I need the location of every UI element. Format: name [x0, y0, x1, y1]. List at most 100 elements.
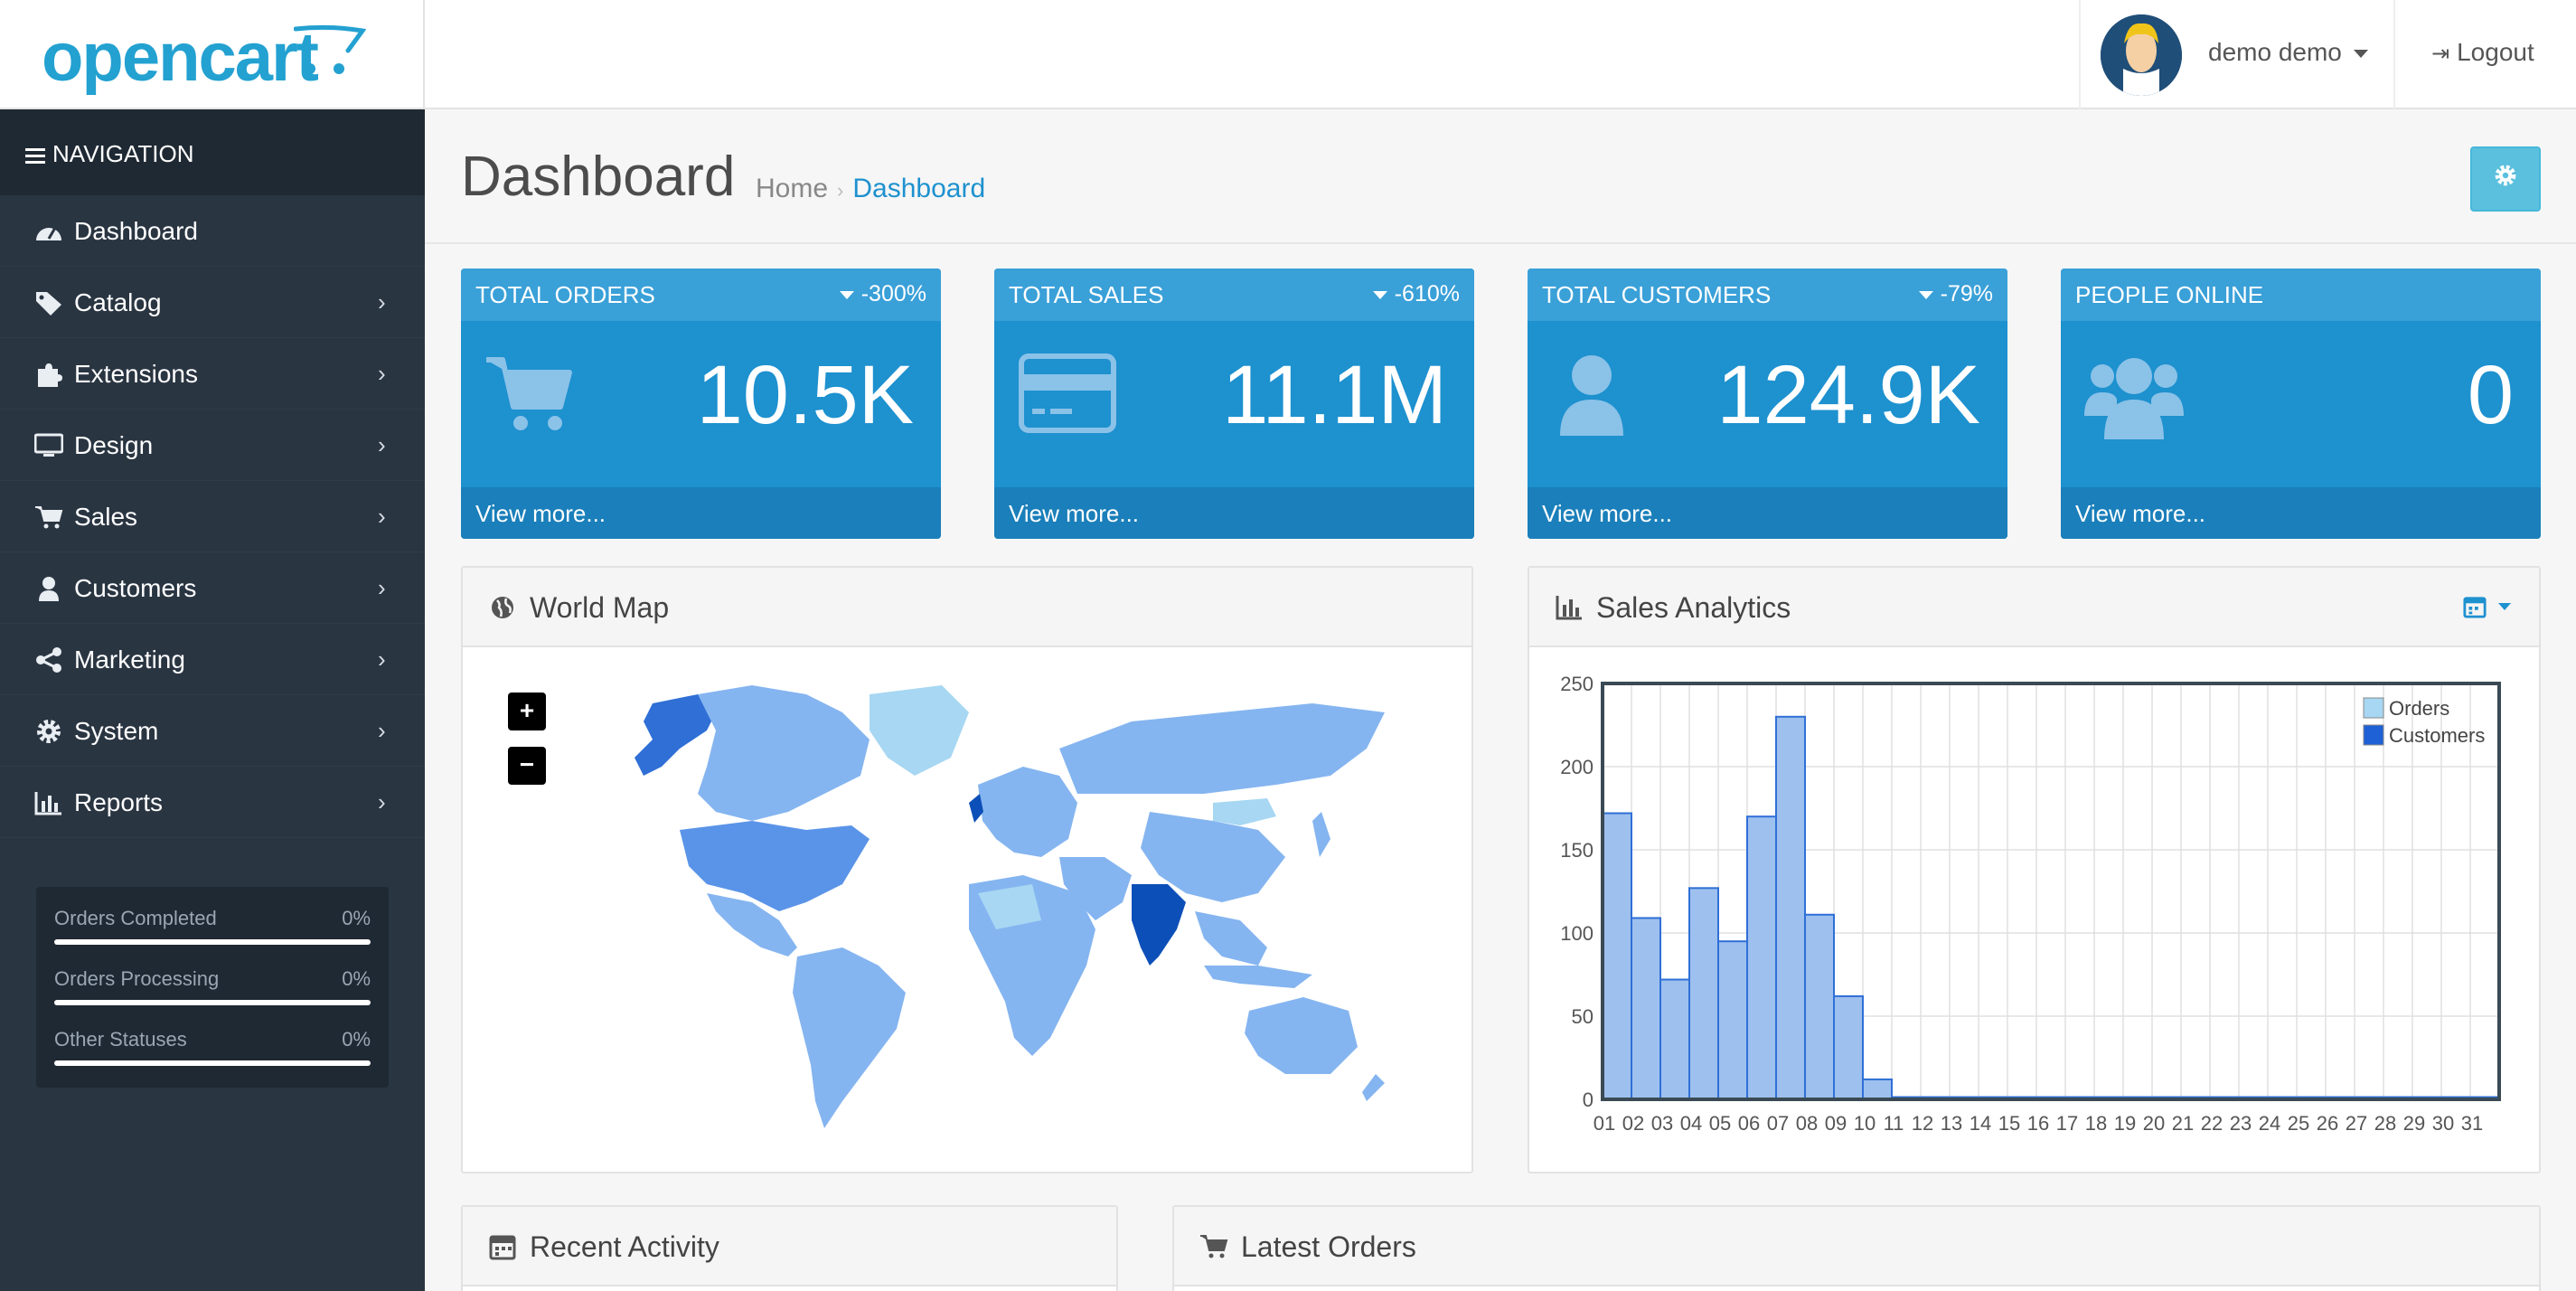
chart-xtick-label: 05: [1709, 1112, 1731, 1135]
chart-ytick-label: 0: [1583, 1088, 1594, 1111]
tile-header: PEOPLE ONLINE: [2061, 269, 2541, 321]
map-region-europe: [978, 767, 1077, 857]
tile-header: TOTAL ORDERS -300%: [461, 269, 941, 321]
chart-xtick-label: 13: [1941, 1112, 1962, 1135]
logout-link[interactable]: ⇥ Logout: [2431, 38, 2534, 67]
map-region-south-america: [793, 947, 906, 1128]
chart-xtick-label: 22: [2201, 1112, 2223, 1135]
opencart-logo[interactable]: opencart: [42, 19, 319, 96]
dashboard-icon: [34, 219, 63, 244]
breadcrumb-dashboard[interactable]: Dashboard: [852, 174, 986, 203]
recent-activity-panel: Recent Activity: [461, 1205, 1118, 1291]
chevron-right-icon: ›: [378, 360, 386, 387]
sidebar: NAVIGATION Dashboard Catalog › Extension…: [0, 109, 425, 1291]
view-more-link[interactable]: View more...: [461, 487, 941, 539]
tile-value: 10.5K: [696, 349, 914, 441]
chart-bar-orders: [1659, 978, 1690, 1100]
view-more-link[interactable]: View more...: [2061, 487, 2541, 539]
breadcrumb: Home › Dashboard: [756, 174, 985, 204]
sidebar-item-label: Customers: [74, 574, 197, 602]
calendar-icon: [489, 1235, 516, 1260]
logo-area[interactable]: opencart: [0, 0, 425, 109]
stat-label: Orders Completed: [54, 907, 217, 929]
page-title: Dashboard: [461, 146, 736, 208]
tile-people-online: PEOPLE ONLINE 0 View more...: [2061, 269, 2541, 539]
chart-xtick-label: 01: [1594, 1112, 1615, 1135]
panel-title: Sales Analytics: [1596, 591, 1791, 624]
nav-title-label: NAVIGATION: [52, 140, 194, 167]
user-menu[interactable]: demo demo: [2079, 0, 2395, 109]
logout-label[interactable]: Logout: [2457, 38, 2534, 66]
top-header: opencart demo demo ⇥ Logout: [0, 0, 2576, 109]
tile-value: 124.9K: [1716, 349, 1980, 441]
caret-down-icon: [1918, 290, 1933, 299]
map-region-southeast-asia: [1195, 911, 1267, 966]
view-more-link[interactable]: View more...: [994, 487, 1474, 539]
sidebar-item-marketing[interactable]: Marketing ›: [0, 624, 425, 695]
caret-down-icon[interactable]: [2354, 50, 2368, 58]
chart-ytick-label: 50: [1572, 1005, 1594, 1028]
settings-button[interactable]: [2470, 146, 2541, 212]
sidebar-item-design[interactable]: Design ›: [0, 410, 425, 481]
caret-down-icon: [1372, 290, 1387, 299]
chevron-right-icon: ›: [378, 574, 386, 601]
sidebar-item-label: Reports: [74, 788, 164, 816]
sign-out-icon: ⇥: [2431, 42, 2450, 66]
tile-body: 124.9K: [1528, 321, 2007, 487]
user-icon: [34, 576, 63, 601]
chart-xtick-label: 30: [2432, 1112, 2454, 1135]
chevron-right-icon: ›: [378, 788, 386, 815]
sidebar-item-reports[interactable]: Reports ›: [0, 767, 425, 838]
divider: [425, 242, 2576, 244]
breadcrumb-home[interactable]: Home: [756, 174, 829, 203]
panel-title: Latest Orders: [1241, 1230, 1416, 1263]
user-name[interactable]: demo demo: [2208, 38, 2342, 66]
sidebar-item-label: Design: [74, 431, 154, 459]
view-more-link[interactable]: View more...: [1528, 487, 2007, 539]
chart-xtick-label: 26: [2317, 1112, 2338, 1135]
chart-frame: [1601, 682, 2501, 1101]
tile-title: TOTAL CUSTOMERS: [1542, 281, 1772, 308]
sidebar-item-dashboard[interactable]: Dashboard: [0, 195, 425, 267]
chart-bar-orders: [1862, 1078, 1893, 1101]
stat-other-statuses: Other Statuses 0%: [54, 1026, 371, 1087]
progress-bar: [54, 939, 371, 945]
latest-orders-panel: Latest Orders: [1172, 1205, 2541, 1291]
order-stats-box: Orders Completed 0% Orders Processing 0%…: [36, 887, 389, 1088]
map-region-usa: [680, 821, 870, 911]
zoom-in-button[interactable]: +: [508, 693, 546, 730]
chart-ytick-label: 250: [1560, 673, 1594, 695]
chart-bar-orders: [1804, 913, 1835, 1101]
chart-xtick-label: 04: [1680, 1112, 1702, 1135]
globe-icon: [492, 597, 513, 618]
avatar[interactable]: [2101, 14, 2182, 96]
tile-change: -610%: [1372, 281, 1460, 307]
chart-xtick-label: 14: [1970, 1112, 1991, 1135]
hamburger-icon[interactable]: [25, 145, 45, 167]
tile-total-customers: TOTAL CUSTOMERS -79% 124.9K View more...: [1528, 269, 2007, 539]
map-region-australia: [1245, 997, 1358, 1074]
map-region-alaska: [635, 694, 716, 776]
sidebar-item-customers[interactable]: Customers ›: [0, 552, 425, 624]
sidebar-item-extensions[interactable]: Extensions ›: [0, 338, 425, 410]
stat-orders-processing: Orders Processing 0%: [54, 966, 371, 1026]
stat-label: Orders Processing: [54, 967, 220, 990]
tile-total-orders: TOTAL ORDERS -300% 10.5K View more...: [461, 269, 941, 539]
panel-header: World Map: [463, 568, 1471, 647]
chart-bar-orders: [1775, 715, 1806, 1101]
sidebar-item-system[interactable]: System ›: [0, 695, 425, 767]
sidebar-item-catalog[interactable]: Catalog ›: [0, 267, 425, 338]
tile-body: 0: [2061, 321, 2541, 487]
calendar-icon: [2463, 597, 2487, 618]
zoom-out-button[interactable]: −: [508, 747, 546, 785]
nav-title[interactable]: NAVIGATION: [0, 109, 425, 195]
sidebar-item-sales[interactable]: Sales ›: [0, 481, 425, 552]
puzzle-icon: [34, 362, 63, 387]
map-region-russia: [1059, 703, 1385, 794]
chart-xtick-label: 15: [1998, 1112, 2020, 1135]
world-map[interactable]: [571, 676, 1421, 1155]
tile-body: 11.1M: [994, 321, 1474, 487]
stat-value: 0%: [342, 907, 371, 929]
legend-swatch-customers: [2363, 724, 2384, 746]
range-dropdown-button[interactable]: [2463, 591, 2512, 619]
